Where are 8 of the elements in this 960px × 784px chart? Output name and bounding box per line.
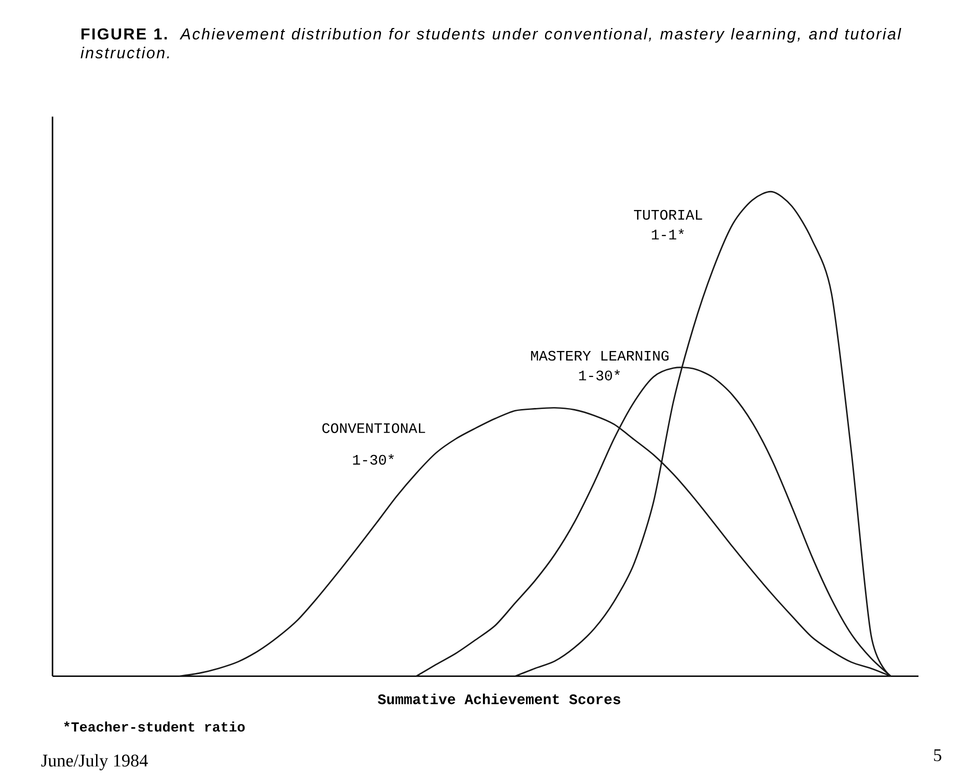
text: *Teacher-student ratio <box>64 722 245 732</box>
chart-title: FIGURE 1. Achievement distribution for students under conventional, mastery learning, and tutorial instruction. <box>80 28 902 58</box>
x-axis-title: Summative Achievement Scores <box>378 694 620 704</box>
series-label: TUTORIAL 1-1* <box>634 210 702 240</box>
text: June/July 1984 <box>41 754 148 770</box>
text: CONVENTIONAL 1-30* <box>322 423 426 465</box>
text: 5 <box>934 749 942 762</box>
series-label: MASTERY LEARNING 1-30* <box>531 350 669 380</box>
